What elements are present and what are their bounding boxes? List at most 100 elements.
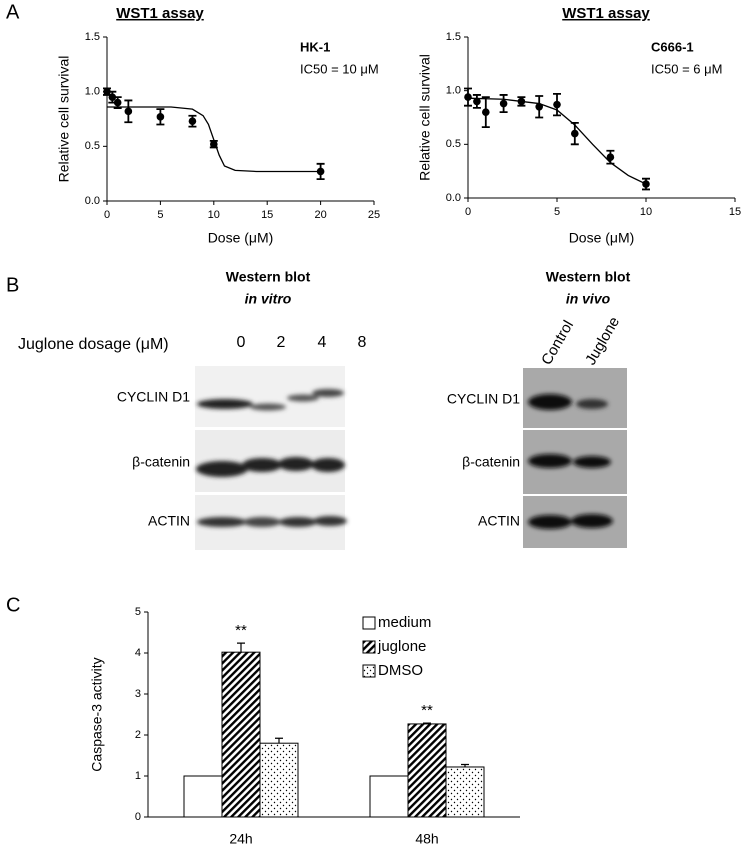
point — [103, 87, 111, 96]
point — [642, 180, 650, 188]
x-tick-label: 0 — [104, 209, 110, 221]
panel-label: C — [6, 594, 20, 616]
bands — [196, 389, 347, 527]
annotation: IC50 = 6 μM — [651, 61, 722, 76]
point — [499, 99, 508, 108]
fit-curve — [107, 106, 321, 173]
lane-label: Juglone — [582, 314, 623, 368]
row-label: ACTIN — [478, 513, 520, 529]
annotation: HK-1 — [300, 39, 330, 54]
row-label: CYCLIN D1 — [447, 391, 520, 407]
x-tick-label: 24h — [229, 831, 252, 847]
x-tick-label: 20 — [314, 209, 326, 221]
x-tick-label: 25 — [368, 209, 380, 221]
row-label: β-catenin — [462, 454, 520, 470]
lane-label: Control — [538, 318, 577, 368]
x-tick-label: 0 — [465, 206, 471, 218]
y-tick-label: 1.5 — [446, 31, 461, 43]
legend-label: DMSO — [378, 662, 423, 679]
bar — [407, 723, 447, 818]
blot-subtitle: in vivo — [566, 291, 611, 307]
chart-title: WST1 assay — [562, 5, 650, 22]
point — [156, 113, 165, 121]
x-axis-label: Dose (μM) — [208, 230, 274, 246]
error-bar — [237, 642, 245, 653]
annotation: C666-1 — [651, 39, 694, 54]
bar — [183, 775, 223, 818]
x-tick-label: 5 — [554, 206, 560, 218]
y-tick-label: 0.0 — [446, 192, 461, 204]
y-tick-label: 1.0 — [446, 85, 461, 97]
lane-label: 4 — [318, 334, 327, 351]
y-tick-label: 0.5 — [446, 138, 461, 150]
legend-label: juglone — [377, 638, 426, 655]
point — [108, 93, 117, 101]
significance-marker: ** — [235, 622, 247, 639]
x-tick-label: 5 — [157, 209, 163, 221]
y-tick-label: 1.0 — [85, 86, 100, 98]
chart-title: WST1 assay — [116, 5, 204, 22]
point — [535, 102, 543, 111]
point — [606, 153, 615, 162]
row-label: ACTIN — [148, 513, 190, 529]
error-bar — [275, 737, 283, 744]
legend-swatch — [362, 640, 376, 654]
significance-marker: ** — [421, 702, 433, 719]
x-axis-label: Dose (μM) — [569, 230, 635, 246]
row-label: β-catenin — [132, 454, 190, 470]
point — [464, 93, 472, 101]
annotation: IC50 = 10 μM — [300, 61, 379, 76]
y-tick-label: 0 — [135, 811, 141, 823]
panel-label: B — [6, 274, 19, 296]
y-tick-label: 1.5 — [85, 31, 100, 43]
lane-label: 8 — [358, 334, 367, 351]
error-bar — [423, 722, 431, 724]
panel-label: A — [6, 1, 20, 23]
lane-label: 2 — [277, 334, 286, 351]
point — [482, 108, 490, 116]
dosage-label: Juglone dosage (μM) — [18, 336, 169, 353]
y-tick-label: 0.5 — [85, 140, 100, 152]
legend-swatch — [362, 616, 376, 630]
blot-strip — [195, 366, 345, 427]
point — [113, 98, 122, 107]
blot-in-vitro: Western blot in vitro Juglone dosage (μM… — [18, 269, 367, 550]
y-tick-label: 4 — [135, 647, 141, 659]
legend-swatch — [362, 664, 376, 678]
point — [553, 100, 561, 109]
point — [124, 107, 133, 116]
y-tick-label: 3 — [135, 688, 141, 700]
point — [210, 140, 218, 148]
point — [571, 129, 579, 138]
error-bar — [461, 763, 469, 767]
point — [473, 97, 481, 106]
point — [517, 97, 526, 106]
legend-label: medium — [378, 614, 431, 631]
blot-title: Western blot — [226, 269, 311, 285]
x-tick-label: 15 — [261, 209, 273, 221]
y-tick-label: 1 — [135, 770, 141, 782]
x-tick-label: 10 — [208, 209, 220, 221]
blot-in-vivo: Western blot in vivo Control Juglone CYC… — [447, 269, 631, 548]
blot-title: Western blot — [546, 269, 631, 285]
bands — [528, 394, 613, 529]
bar — [259, 742, 299, 818]
x-tick-label: 15 — [729, 206, 741, 218]
lane-label: 0 — [237, 334, 246, 351]
point — [316, 167, 325, 176]
y-tick-label: 0.0 — [85, 195, 100, 207]
bar — [445, 766, 485, 818]
bar — [369, 775, 409, 818]
blot-subtitle: in vitro — [245, 291, 292, 307]
y-tick-label: 2 — [135, 729, 141, 741]
bar — [221, 651, 261, 818]
y-axis-label: Caspase-3 activity — [89, 657, 105, 771]
point — [188, 117, 197, 125]
x-tick-label: 48h — [415, 831, 438, 847]
y-axis-label: Relative cell survival — [56, 56, 72, 183]
y-axis-label: Relative cell survival — [417, 54, 433, 181]
y-tick-label: 5 — [135, 606, 141, 618]
row-label: CYCLIN D1 — [117, 389, 190, 405]
x-tick-label: 10 — [640, 206, 652, 218]
